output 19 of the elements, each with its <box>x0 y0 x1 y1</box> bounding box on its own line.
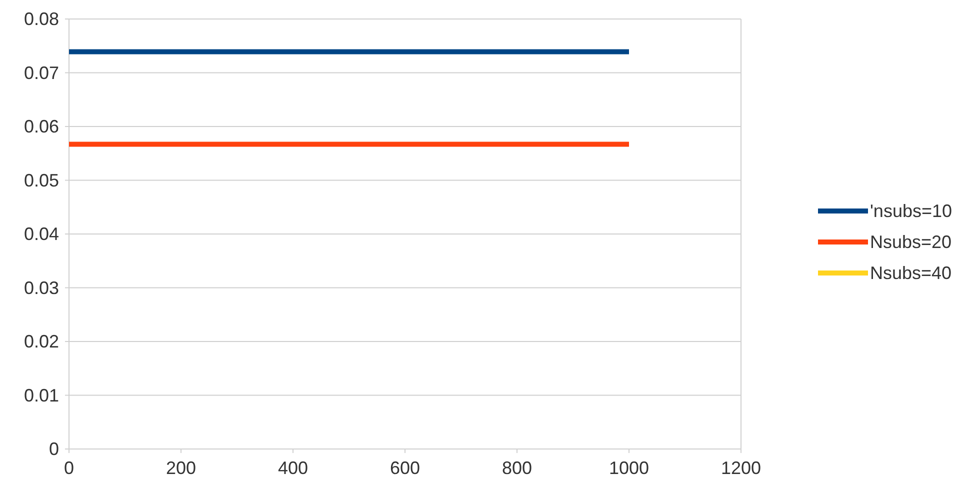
x-tick-label: 600 <box>390 458 420 478</box>
y-tick-label: 0.06 <box>24 116 59 136</box>
y-tick-label: 0.05 <box>24 170 59 190</box>
y-tick-label: 0.01 <box>24 385 59 406</box>
x-tick-label: 800 <box>502 458 532 478</box>
legend-label: Nsubs=20 <box>870 232 952 252</box>
x-tick-label: 1000 <box>608 458 650 478</box>
legend-label: Nsubs=40 <box>870 263 952 283</box>
x-tick-label: 0 <box>64 458 74 478</box>
x-tick-label: 400 <box>278 458 308 478</box>
y-tick-label: 0.08 <box>24 9 59 29</box>
x-tick-label: 1200 <box>720 458 762 478</box>
y-tick-label: 0.03 <box>24 278 59 298</box>
x-tick-label: 200 <box>166 458 196 478</box>
y-tick-label: 0 <box>48 439 59 459</box>
y-tick-label: 0.02 <box>24 332 59 352</box>
y-tick-label: 0.07 <box>24 62 59 83</box>
y-tick-label: 0.04 <box>24 224 59 244</box>
legend-label: 'nsubs=10 <box>870 201 952 221</box>
